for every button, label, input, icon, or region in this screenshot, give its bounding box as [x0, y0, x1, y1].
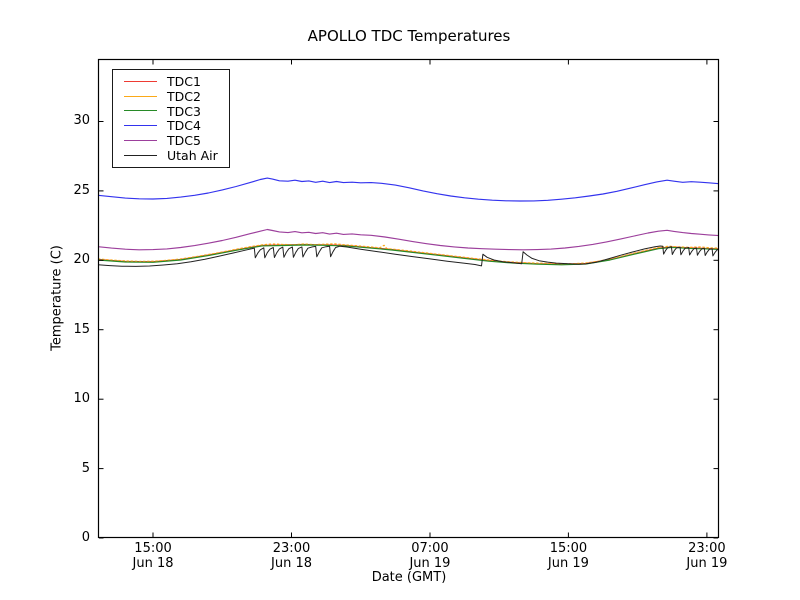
x-tick-time: 15:00: [134, 541, 172, 556]
legend-item-tdc4: TDC4: [119, 118, 223, 133]
y-tick-label: 0: [81, 530, 90, 545]
legend: TDC1 TDC2 TDC3 TDC4 TDC5 Utah Air: [112, 69, 230, 168]
legend-line-sample: [124, 154, 157, 156]
series-tdc4: [97, 177, 720, 202]
x-tick-time: 07:00: [411, 541, 449, 556]
legend-label: TDC4: [167, 118, 201, 134]
legend-item-utah-air: Utah Air: [119, 148, 223, 163]
y-tick-label: 25: [73, 182, 90, 198]
x-tick-time: 23:00: [272, 541, 311, 556]
chart-title: APOLLO TDC Temperatures: [307, 27, 511, 45]
series-utah-air: [97, 245, 720, 267]
x-tick-time: 15:00: [549, 541, 588, 556]
legend-line-sample: [124, 80, 157, 82]
x-tick-date: Jun 19: [409, 556, 451, 571]
series-tdc3: [97, 244, 720, 266]
legend-line-sample: [124, 110, 157, 112]
y-tick-label: 10: [73, 391, 90, 407]
x-tick-date: Jun 19: [547, 556, 589, 571]
legend-line-sample: [124, 95, 157, 97]
x-tick-date: Jun 18: [271, 556, 312, 571]
y-tick-label: 15: [73, 321, 90, 337]
x-tick-time: 23:00: [688, 541, 726, 556]
legend-label: Utah Air: [167, 147, 218, 163]
x-tick-label: 23:00 Jun 19: [662, 541, 752, 571]
legend-item-tdc5: TDC5: [119, 133, 223, 148]
x-tick-date: Jun 18: [132, 556, 174, 571]
series-tdc5: [97, 228, 720, 251]
axes-frame: [97, 58, 720, 539]
x-tick-date: Jun 19: [686, 556, 728, 571]
x-tick-label: 23:00 Jun 18: [247, 541, 337, 571]
x-axis-label: Date (GMT): [371, 570, 447, 585]
y-tick-label: 20: [73, 252, 90, 268]
legend-line-sample: [124, 140, 157, 142]
x-tick-label: 15:00 Jun 18: [108, 541, 198, 571]
y-tick-label: 5: [81, 460, 90, 476]
legend-label: TDC5: [167, 133, 201, 149]
legend-item-tdc1: TDC1: [119, 74, 223, 89]
legend-label: TDC3: [167, 103, 201, 119]
legend-item-tdc3: TDC3: [119, 104, 223, 119]
legend-line-sample: [124, 125, 157, 127]
legend-label: TDC1: [167, 73, 201, 89]
series-tdc2: [97, 243, 720, 265]
legend-item-tdc2: TDC2: [119, 89, 223, 104]
legend-label: TDC2: [167, 88, 201, 104]
x-tick-label: 07:00 Jun 19: [385, 541, 475, 571]
x-tick-label: 15:00 Jun 19: [523, 541, 613, 571]
y-tick-label: 30: [73, 113, 90, 129]
